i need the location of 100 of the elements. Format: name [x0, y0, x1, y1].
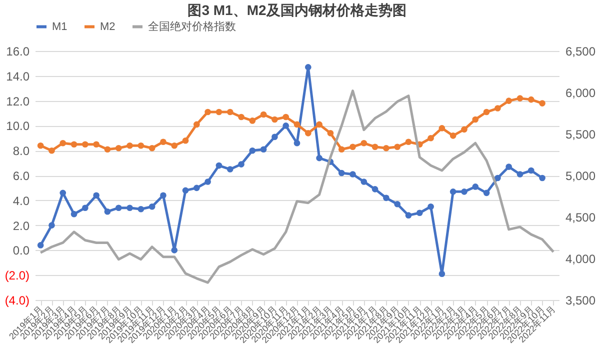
point [338, 146, 345, 153]
y2-tick-label: 5,000 [566, 169, 596, 183]
point [472, 184, 479, 190]
point [126, 204, 133, 212]
y-tick-label: 8.0 [12, 144, 30, 158]
point [506, 98, 512, 104]
y-tick-label: 0.0 [12, 244, 30, 258]
point [194, 184, 200, 192]
point [282, 114, 290, 120]
point [148, 203, 156, 210]
point [316, 121, 322, 128]
point [160, 138, 166, 146]
y2-tick-label: 3,500 [566, 294, 596, 308]
point [494, 174, 501, 182]
point [272, 116, 278, 123]
point [461, 126, 468, 133]
point [428, 203, 434, 210]
point [171, 247, 178, 254]
point [438, 125, 446, 132]
point [115, 204, 122, 212]
point [82, 141, 88, 148]
legend-label: M2 [100, 20, 116, 33]
point [383, 144, 390, 152]
point [226, 166, 234, 172]
point [483, 108, 490, 116]
y-tick-label: 6.0 [12, 169, 30, 183]
point [472, 116, 479, 123]
point [360, 140, 368, 146]
y2-tick-label: 6,000 [566, 86, 596, 100]
point [405, 212, 412, 218]
point [182, 187, 189, 194]
point [216, 108, 222, 116]
y-tick-label: (4.0) [4, 294, 30, 308]
point [372, 186, 378, 192]
point [204, 108, 211, 116]
point [260, 111, 267, 118]
point [138, 206, 144, 212]
chart-title: 图3 M1、M2及国内钢材价格走势图 [188, 2, 406, 18]
point [272, 134, 278, 140]
point [450, 188, 456, 195]
point [48, 222, 55, 228]
point [338, 170, 345, 176]
point [148, 144, 156, 152]
point [93, 141, 100, 148]
point [104, 208, 111, 215]
legend-label: 全国绝对价格指数 [148, 20, 236, 33]
point [304, 130, 312, 136]
point [494, 105, 501, 112]
point [238, 161, 244, 168]
point [405, 138, 412, 146]
point [104, 146, 111, 153]
point [126, 142, 133, 149]
y-tick-label: (2.0) [4, 268, 30, 283]
point [294, 121, 300, 128]
point [304, 64, 312, 70]
y2-tick-label: 5,500 [566, 128, 596, 142]
point [350, 144, 356, 150]
y-tick-label: 14.0 [6, 69, 30, 84]
point [383, 194, 390, 202]
point [160, 192, 166, 199]
y-tick-label: 16.0 [6, 44, 30, 58]
legend-label: M1 [52, 20, 68, 33]
point [360, 178, 368, 185]
point [294, 140, 300, 146]
point [450, 132, 456, 139]
point [238, 114, 244, 120]
point [226, 108, 234, 116]
point [327, 130, 334, 136]
point [48, 147, 55, 154]
point [171, 142, 178, 149]
point [60, 190, 66, 196]
point [216, 162, 222, 169]
point [37, 142, 44, 149]
point [528, 96, 534, 103]
y2-tick-label: 6,500 [566, 44, 596, 58]
point [316, 154, 322, 162]
point [528, 167, 534, 174]
point [394, 200, 400, 208]
point [60, 140, 66, 146]
point [539, 174, 546, 182]
point [506, 164, 512, 170]
point [416, 210, 423, 216]
y2-tick-label: 4,000 [566, 252, 596, 266]
point [138, 142, 144, 149]
point [438, 270, 446, 278]
y-tick-label: 10.0 [6, 119, 30, 134]
point [260, 146, 267, 153]
point [249, 118, 256, 124]
point [372, 144, 378, 150]
y-tick-label: 2.0 [12, 218, 30, 233]
y-tick-label: 4.0 [12, 194, 30, 208]
y2-tick-label: 4,500 [566, 210, 596, 224]
point [282, 122, 290, 129]
point [204, 178, 211, 185]
point [461, 188, 468, 195]
point [428, 134, 434, 142]
point [483, 190, 490, 196]
point [249, 147, 256, 154]
point [516, 171, 524, 178]
point [350, 171, 356, 178]
